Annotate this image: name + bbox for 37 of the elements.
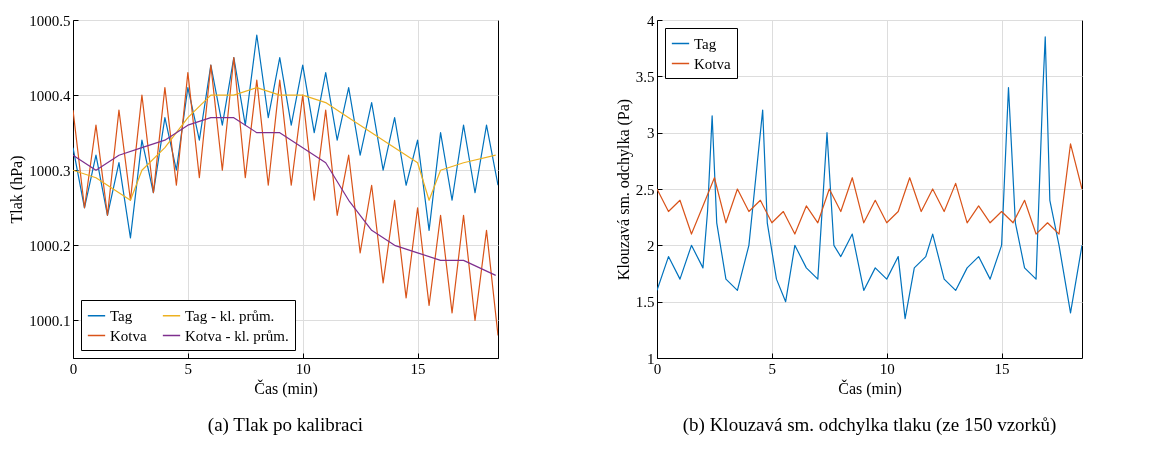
x-tick-label: 0 bbox=[653, 360, 662, 377]
text: (a) Tlak po kalibraci bbox=[207, 414, 364, 436]
x-axis-title: Čas (min) bbox=[838, 378, 902, 398]
x-tick-label: 15 bbox=[410, 360, 426, 377]
x-tick-label: 5 bbox=[184, 360, 193, 377]
legend-label: Kotva bbox=[694, 55, 731, 72]
text: (b) Klouzavá sm. odchylka tlaku (ze 150 vzorků) bbox=[682, 414, 1057, 436]
y-tick-label: 1000.4 bbox=[29, 87, 71, 104]
y-tick-label: 3.5 bbox=[635, 68, 655, 85]
x-tick-label: 5 bbox=[768, 360, 777, 377]
legend-label: Kotva - kl. prům. bbox=[185, 327, 289, 344]
legend-label: Tag bbox=[110, 307, 133, 324]
x-axis-title: Čas (min) bbox=[254, 378, 318, 398]
x-tick-label: 0 bbox=[69, 360, 78, 377]
y-tick-label: 2 bbox=[647, 237, 655, 254]
y-tick-label: 1.5 bbox=[635, 294, 655, 311]
legend-label: Tag - kl. prům. bbox=[185, 307, 275, 324]
y-tick-label: 3 bbox=[647, 125, 655, 142]
y-tick-label: 1000.2 bbox=[29, 237, 71, 254]
x-tick-label: 10 bbox=[879, 360, 895, 377]
legend-label: Kotva bbox=[110, 327, 147, 344]
line-series bbox=[657, 143, 1082, 235]
y-tick-label: 1 bbox=[647, 350, 655, 367]
y-axis-title: Tlak (hPa) bbox=[8, 155, 27, 224]
x-tick-label: 10 bbox=[295, 360, 311, 377]
y-tick-label: 1000.1 bbox=[29, 312, 71, 329]
line-series bbox=[73, 117, 497, 276]
line-series bbox=[73, 34, 498, 239]
y-tick-label: 1000.5 bbox=[29, 12, 71, 29]
x-tick-label: 15 bbox=[994, 360, 1010, 377]
line-series bbox=[657, 36, 1082, 320]
y-tick-label: 4 bbox=[647, 12, 655, 29]
y-tick-label: 2.5 bbox=[635, 181, 655, 198]
line-series bbox=[73, 87, 497, 201]
legend-label: Tag bbox=[694, 35, 717, 52]
y-tick-label: 1000.3 bbox=[29, 162, 71, 179]
y-axis-title: Klouzavá sm. odchylka (Pa) bbox=[614, 98, 633, 281]
